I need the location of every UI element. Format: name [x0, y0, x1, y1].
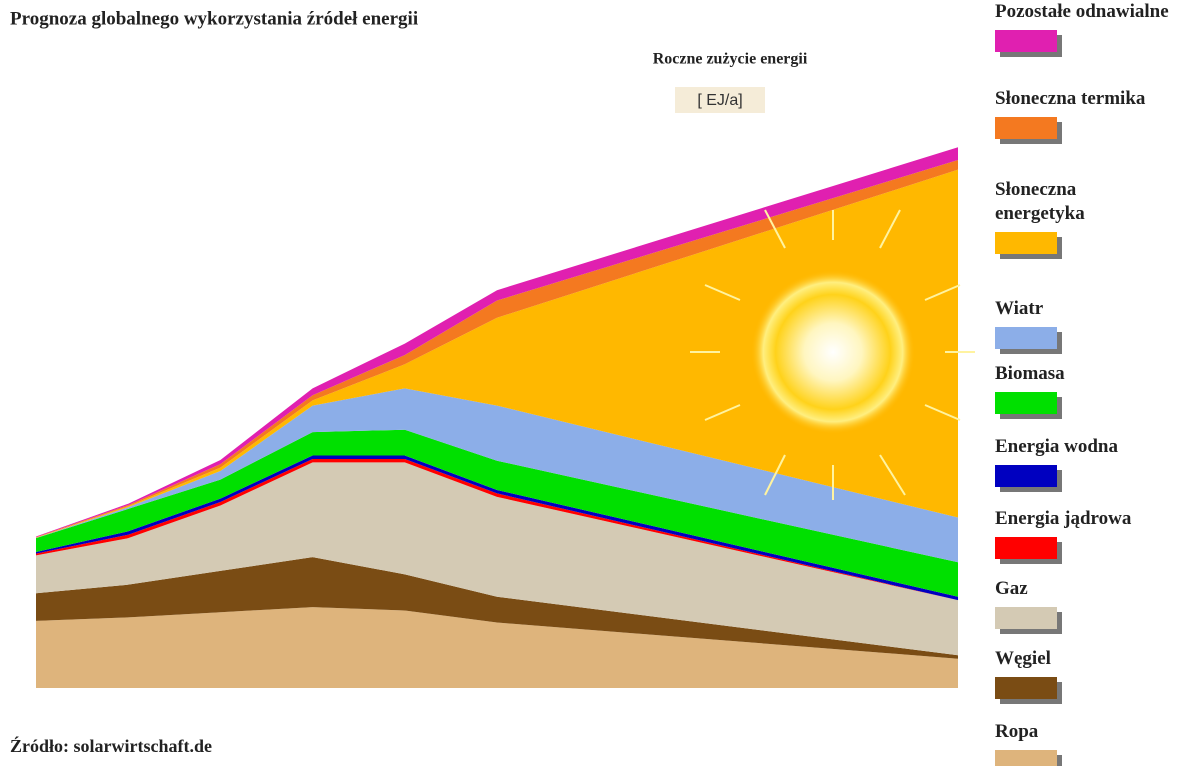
sun-decoration: [690, 209, 975, 500]
legend-swatch: [995, 465, 1057, 487]
area: [36, 160, 958, 538]
chart-title: Prognoza globalnego wykorzystania źródeł…: [10, 8, 418, 29]
legend-item: Pozostałe odnawialne: [995, 0, 1185, 52]
legend-label: Ropa: [995, 721, 1039, 742]
legend-item: Gaz: [995, 577, 1185, 629]
legend-label: Biomasa: [995, 363, 1065, 384]
legend-swatch: [995, 232, 1057, 254]
legend-item: Ropa: [995, 720, 1185, 766]
legend-item: Słoneczna termika: [995, 87, 1185, 139]
legend-swatch: [995, 607, 1057, 629]
legend-label: Węgiel: [995, 648, 1051, 669]
legend-swatch: [995, 677, 1057, 699]
area: [36, 388, 958, 563]
legend-item: Węgiel: [995, 647, 1185, 699]
area: [36, 607, 958, 688]
legend-swatch: [995, 750, 1057, 766]
legend-swatch: [995, 327, 1057, 349]
legend-swatch: [995, 537, 1057, 559]
unit-box: [675, 87, 765, 113]
area: [36, 462, 958, 656]
legend-item: Słoneczna energetyka: [995, 178, 1185, 254]
legend-item: Energia wodna: [995, 435, 1185, 487]
legend-swatch: [995, 117, 1057, 139]
legend-swatch: [995, 392, 1057, 414]
legend-item: Energia jądrowa: [995, 507, 1185, 559]
legend-item: Biomasa: [995, 362, 1185, 414]
legend-label: Wiatr: [995, 298, 1044, 319]
area: [36, 557, 958, 659]
area: [36, 429, 958, 597]
source: Źródło: solarwirtschaft.de: [10, 735, 212, 756]
area: [36, 147, 958, 538]
y-axis-title: Roczne zużycie energii: [653, 51, 808, 68]
legend-label: Słoneczna energetyka: [995, 179, 1085, 224]
legend-label: Gaz: [995, 578, 1028, 599]
y-axis-unit: [ EJ/a]: [697, 92, 742, 109]
legend-swatch: [995, 30, 1057, 52]
legend-label: Energia jądrowa: [995, 508, 1132, 529]
legend-label: Słoneczna termika: [995, 88, 1146, 109]
legend-item: Wiatr: [995, 297, 1185, 349]
legend-label: Energia wodna: [995, 436, 1118, 457]
legend-label: Pozostałe odnawialne: [995, 1, 1169, 22]
area: [36, 169, 958, 538]
